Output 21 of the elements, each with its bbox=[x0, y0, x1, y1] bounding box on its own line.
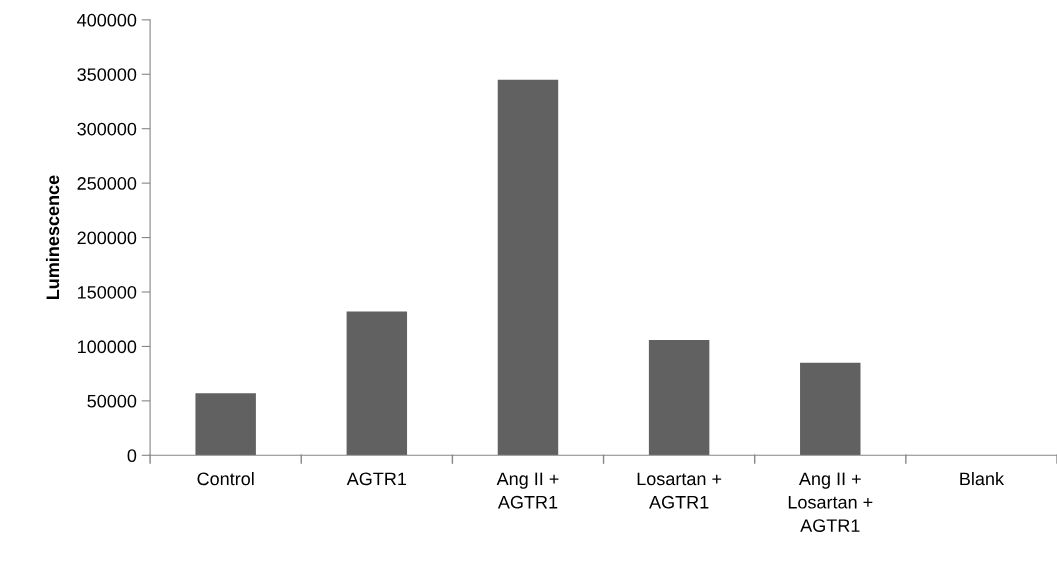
bar bbox=[648, 339, 710, 456]
y-tick-label: 400000 bbox=[77, 13, 137, 27]
y-tick-label: 50000 bbox=[87, 394, 137, 408]
x-tick-label: Ang II + AGTR1 bbox=[496, 472, 559, 509]
bar bbox=[346, 311, 408, 456]
y-tick-label: 0 bbox=[127, 449, 137, 463]
bar bbox=[497, 79, 559, 456]
x-tick-label: Ang II + Losartan + AGTR1 bbox=[788, 472, 873, 532]
y-tick-label: 100000 bbox=[78, 340, 137, 354]
x-tick-label: Losartan + AGTR1 bbox=[637, 472, 722, 509]
bar bbox=[195, 393, 256, 456]
y-tick-label: 200000 bbox=[77, 231, 137, 245]
y-tick-label: 300000 bbox=[77, 122, 137, 136]
y-tick-label: 250000 bbox=[77, 177, 137, 190]
x-tick-label: Control bbox=[197, 471, 254, 486]
y-tick-label: 150000 bbox=[78, 285, 137, 299]
bar bbox=[800, 362, 861, 456]
x-tick-label: Blank bbox=[960, 471, 1005, 486]
y-axis-title: Luminescence bbox=[45, 175, 60, 300]
y-tick-label: 350000 bbox=[77, 68, 137, 81]
x-tick-label: AGTR1 bbox=[346, 472, 407, 486]
